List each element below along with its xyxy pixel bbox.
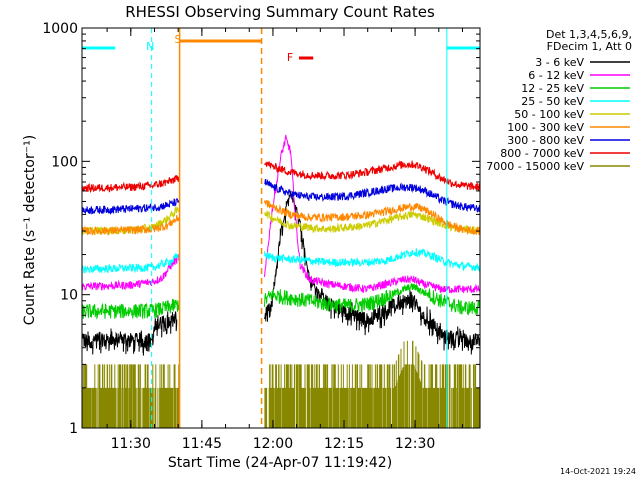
annotation-s: S — [175, 33, 182, 46]
series-800-7000-kev — [81, 160, 481, 194]
x-tick-label-1: 11:45 — [182, 436, 222, 452]
series-6-12-kev — [81, 134, 481, 294]
legend-label-2: 12 - 25 keV — [521, 82, 584, 95]
legend-label-3: 25 - 50 keV — [521, 95, 584, 108]
chart-title: RHESSI Observing Summary Count Rates — [125, 3, 435, 21]
annotation-f: F — [287, 51, 293, 64]
x-tick-label-3: 12:15 — [324, 436, 364, 452]
series-25-50-kev — [81, 248, 481, 274]
axes-group: 11:30 11:45 12:00 12:15 12:30 1 10 100 1000 — [42, 21, 481, 452]
series-100-300-kev — [81, 199, 481, 236]
legend-label-7: 800 - 7000 keV — [500, 147, 584, 160]
axes-frame — [81, 27, 481, 429]
footer-timestamp: 14-Oct-2021 19:24 — [560, 467, 636, 476]
legend-label-4: 50 - 100 keV — [514, 108, 584, 121]
legend-label-1: 6 - 12 keV — [528, 69, 584, 82]
legend-header-1: FDecim 1, Att 0 — [547, 40, 632, 53]
legend-label-5: 100 - 300 keV — [507, 121, 584, 134]
x-tick-label-4: 12:30 — [395, 436, 435, 452]
legend-label-8: 7000 - 15000 keV — [486, 160, 584, 173]
y-tick-label-0: 1 — [69, 421, 78, 437]
legend: Det 1,3,4,5,6,9,FDecim 1, Att 0 3 - 6 keV… — [486, 28, 632, 173]
x-tick-label-2: 12:00 — [253, 436, 293, 452]
y-axis-label: Count Rate (s⁻¹ detector⁻¹) — [22, 135, 38, 325]
series-group — [81, 134, 481, 428]
annotation-group: N S F — [82, 28, 481, 428]
x-tick-label-0: 11:30 — [111, 436, 151, 452]
series-3-6-kev — [81, 190, 481, 356]
y-tick-label-2: 100 — [51, 154, 78, 170]
y-tick-label-3: 1000 — [42, 21, 78, 37]
y-tick-label-1: 10 — [60, 288, 78, 304]
x-axis-label: Start Time (24-Apr-07 11:19:42) — [168, 455, 392, 471]
legend-label-6: 300 - 800 keV — [507, 134, 584, 147]
series-12-25-kev — [81, 283, 481, 320]
series-300-800-kev — [81, 178, 481, 216]
annotation-n: N — [146, 40, 154, 53]
legend-header-0: Det 1,3,4,5,6,9, — [546, 28, 632, 41]
legend-label-0: 3 - 6 keV — [535, 56, 584, 69]
